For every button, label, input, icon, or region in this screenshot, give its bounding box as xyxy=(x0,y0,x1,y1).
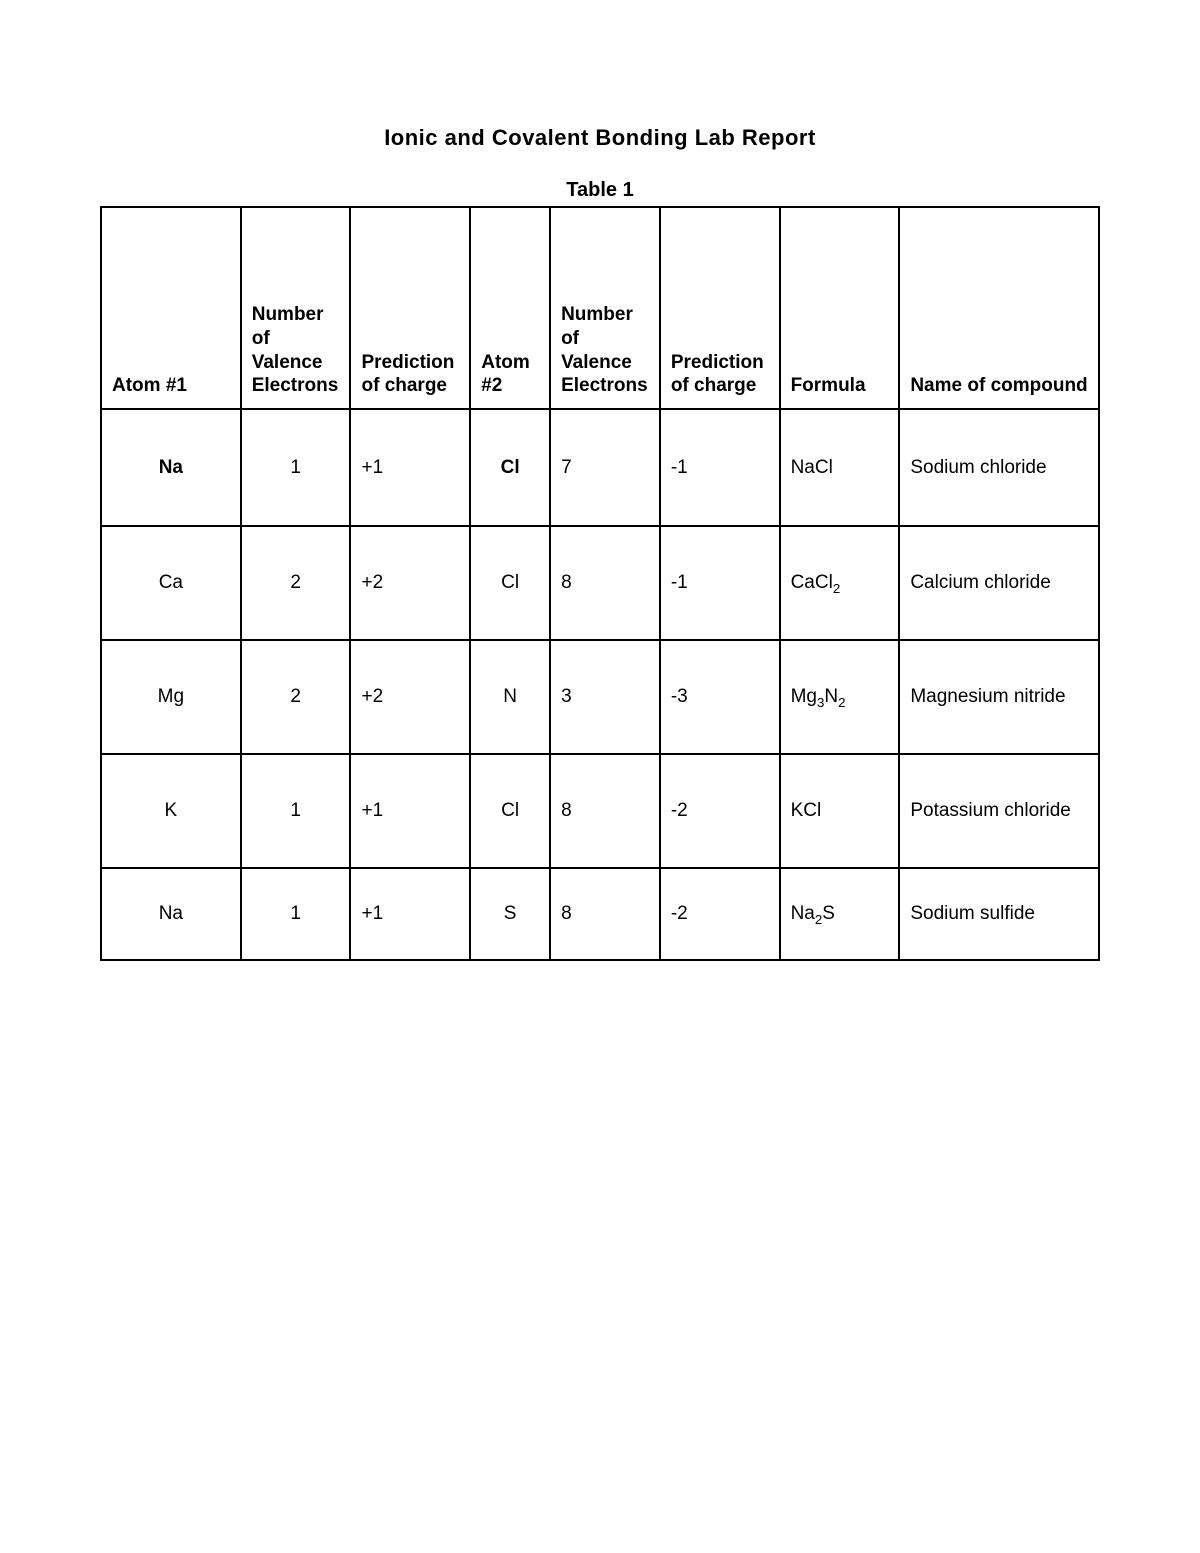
table-row: Mg2+2N3-3Mg3N2Magnesium nitride xyxy=(101,640,1099,754)
table-row: Ca2+2Cl8-1CaCl2Calcium chloride xyxy=(101,526,1099,640)
cell-valence1: 1 xyxy=(241,754,351,868)
cell-valence2: 8 xyxy=(550,754,660,868)
cell-formula: KCl xyxy=(780,754,900,868)
cell-atom2: Cl xyxy=(470,409,550,526)
table-caption: Table 1 xyxy=(100,179,1100,202)
col-header-formula: Formula xyxy=(780,207,900,409)
cell-charge1: +2 xyxy=(350,640,470,754)
col-header-atom2: Atom #2 xyxy=(470,207,550,409)
table-header-row: Atom #1 Number of Valence Electrons Pred… xyxy=(101,207,1099,409)
cell-valence1: 2 xyxy=(241,640,351,754)
cell-name: Potassium chloride xyxy=(899,754,1099,868)
col-header-valence2: Number of Valence Electrons xyxy=(550,207,660,409)
cell-formula: Mg3N2 xyxy=(780,640,900,754)
table-body: Na1+1Cl7-1NaClSodium chlorideCa2+2Cl8-1C… xyxy=(101,409,1099,960)
cell-charge1: +2 xyxy=(350,526,470,640)
cell-valence1: 1 xyxy=(241,409,351,526)
cell-valence2: 8 xyxy=(550,868,660,960)
cell-name: Calcium chloride xyxy=(899,526,1099,640)
cell-name: Magnesium nitride xyxy=(899,640,1099,754)
cell-atom2: Cl xyxy=(470,754,550,868)
cell-atom2: Cl xyxy=(470,526,550,640)
cell-charge2: -2 xyxy=(660,868,780,960)
table-row: Na1+1Cl7-1NaClSodium chloride xyxy=(101,409,1099,526)
cell-formula: NaCl xyxy=(780,409,900,526)
cell-valence1: 1 xyxy=(241,868,351,960)
col-header-atom1: Atom #1 xyxy=(101,207,241,409)
table-row: K1+1Cl8-2KClPotassium chloride xyxy=(101,754,1099,868)
cell-atom2: N xyxy=(470,640,550,754)
cell-formula: Na2S xyxy=(780,868,900,960)
bonding-table: Atom #1 Number of Valence Electrons Pred… xyxy=(100,206,1100,961)
col-header-name: Name of compound xyxy=(899,207,1099,409)
cell-valence2: 3 xyxy=(550,640,660,754)
cell-name: Sodium chloride xyxy=(899,409,1099,526)
col-header-charge2: Prediction of charge xyxy=(660,207,780,409)
cell-atom1: Mg xyxy=(101,640,241,754)
cell-charge2: -1 xyxy=(660,526,780,640)
cell-charge2: -2 xyxy=(660,754,780,868)
cell-formula: CaCl2 xyxy=(780,526,900,640)
page: Ionic and Covalent Bonding Lab Report Ta… xyxy=(0,0,1200,1553)
cell-charge1: +1 xyxy=(350,409,470,526)
cell-valence2: 7 xyxy=(550,409,660,526)
cell-atom1: Na xyxy=(101,868,241,960)
cell-valence1: 2 xyxy=(241,526,351,640)
cell-name: Sodium sulfide xyxy=(899,868,1099,960)
cell-charge1: +1 xyxy=(350,868,470,960)
cell-valence2: 8 xyxy=(550,526,660,640)
document-title: Ionic and Covalent Bonding Lab Report xyxy=(100,125,1100,151)
cell-atom1: Na xyxy=(101,409,241,526)
col-header-valence1: Number of Valence Electrons xyxy=(241,207,351,409)
cell-charge2: -3 xyxy=(660,640,780,754)
col-header-charge1: Prediction of charge xyxy=(350,207,470,409)
cell-atom1: Ca xyxy=(101,526,241,640)
table-row: Na1+1S8-2Na2SSodium sulfide xyxy=(101,868,1099,960)
cell-charge2: -1 xyxy=(660,409,780,526)
cell-charge1: +1 xyxy=(350,754,470,868)
cell-atom2: S xyxy=(470,868,550,960)
cell-atom1: K xyxy=(101,754,241,868)
